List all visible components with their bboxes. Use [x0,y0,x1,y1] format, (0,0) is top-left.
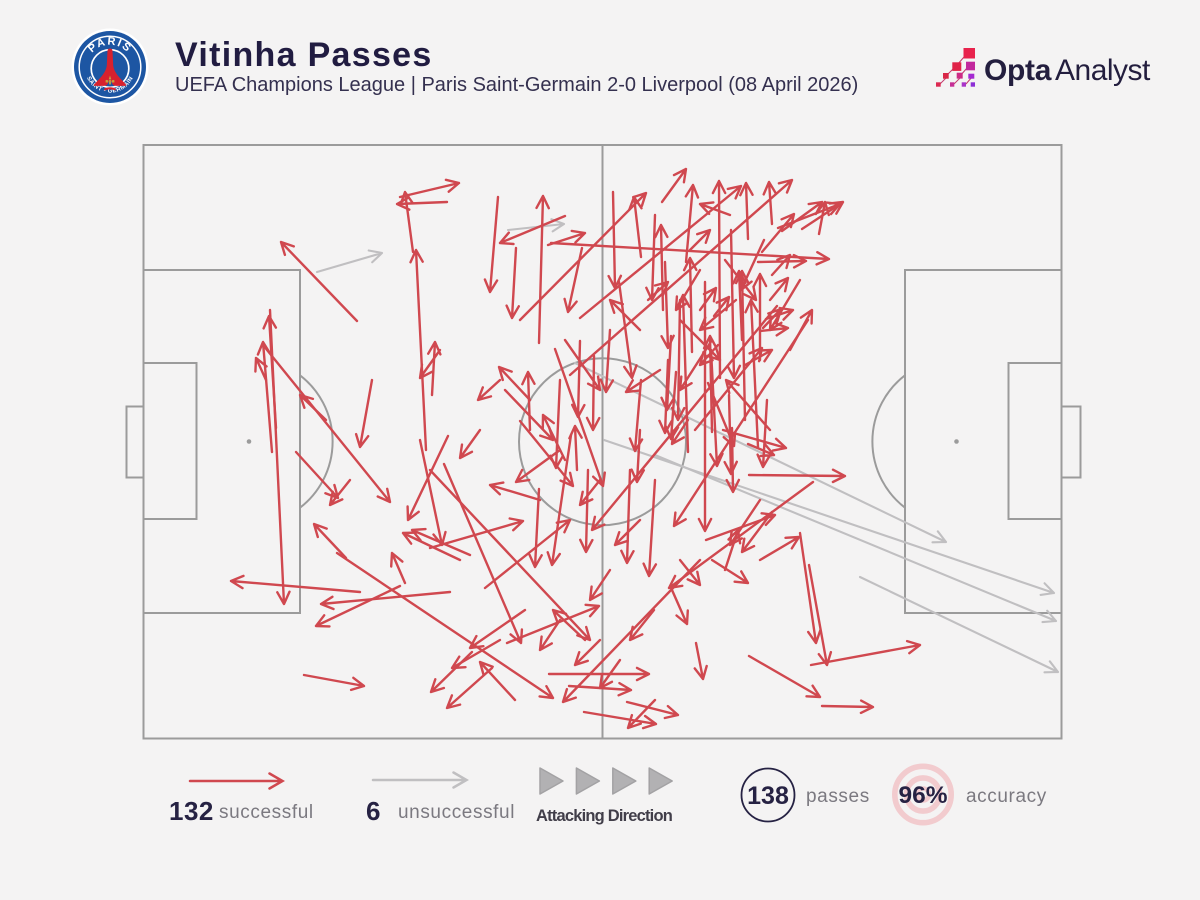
svg-text:unsuccessful: unsuccessful [398,802,515,823]
svg-text:6: 6 [366,796,380,826]
svg-text:96%: 96% [898,782,947,809]
svg-text:Analyst: Analyst [1055,54,1151,87]
svg-text:passes: passes [806,786,870,807]
svg-text:138: 138 [747,782,789,810]
svg-text:successful: successful [219,802,314,823]
svg-text:Attacking Direction: Attacking Direction [536,807,673,825]
svg-text:132: 132 [169,796,214,826]
svg-text:PARIS: PARIS [86,35,134,55]
svg-text:accuracy: accuracy [966,786,1047,807]
svg-text:Opta: Opta [984,54,1052,87]
